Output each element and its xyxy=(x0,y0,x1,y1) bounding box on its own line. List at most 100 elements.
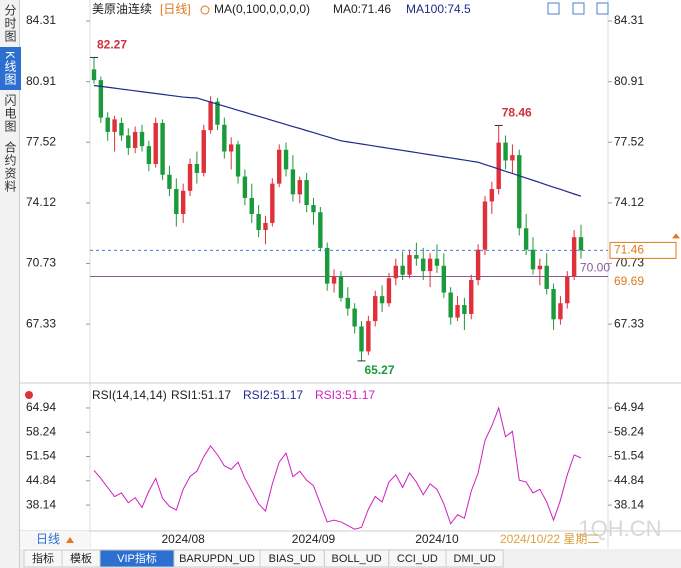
period-label: [日线] xyxy=(160,2,191,16)
y-tick-label: 64.94 xyxy=(614,400,644,414)
candle-body xyxy=(160,122,165,175)
y-tick-label: 38.14 xyxy=(26,497,56,511)
candle-body xyxy=(222,124,227,152)
extreme-label: 78.46 xyxy=(502,106,532,120)
y-tick-label: 74.12 xyxy=(26,195,56,209)
candle-body xyxy=(462,305,467,314)
extreme-label: 65.27 xyxy=(365,363,395,377)
period-arrow xyxy=(66,537,74,543)
candle-body xyxy=(105,117,110,132)
candle-body xyxy=(180,190,186,214)
candle-body xyxy=(242,176,248,198)
candle-body xyxy=(215,101,220,125)
toolbar-tab-label: DMI_UD xyxy=(454,553,496,565)
candle-body xyxy=(139,131,145,147)
candle-body xyxy=(146,146,152,165)
y-tick-label: 70.73 xyxy=(614,256,644,270)
ma-label: MA100:74.5 xyxy=(406,2,471,16)
y-tick-label: 67.33 xyxy=(26,316,56,330)
ma-label: MA0:71.46 xyxy=(333,2,391,16)
candle-body xyxy=(482,201,488,250)
y-tick-label: 70.73 xyxy=(26,256,56,270)
candle-body xyxy=(263,222,268,231)
y-tick-label: 51.54 xyxy=(26,449,56,463)
candle-body xyxy=(441,265,447,293)
legend-entry: RSI2:51.17 xyxy=(243,388,303,402)
last-price-arrow xyxy=(672,233,680,239)
candle-body xyxy=(338,276,344,298)
sidebar-tab[interactable]: 合约资料 xyxy=(3,141,17,194)
candle-body xyxy=(407,255,412,275)
candle-body xyxy=(503,142,508,161)
rsi-title: RSI(14,14,14) xyxy=(92,388,167,402)
zoom-button[interactable] xyxy=(547,2,560,15)
candle-body xyxy=(475,249,481,281)
candle-body xyxy=(297,180,302,195)
toolbar-tab-label: BARUPDN_UD xyxy=(179,553,255,565)
candle-body xyxy=(379,296,385,304)
candle-body xyxy=(393,265,399,279)
y-tick-label: 44.84 xyxy=(26,473,56,487)
candle-body xyxy=(427,258,433,272)
candle-body xyxy=(448,292,453,318)
candle-body xyxy=(489,189,495,202)
candle-body xyxy=(228,144,234,152)
y-tick-label: 77.52 xyxy=(614,134,644,148)
candle-body xyxy=(201,130,206,173)
toolbar-tab-label: VIP指标 xyxy=(117,551,157,565)
y-tick-label: 38.14 xyxy=(614,497,644,511)
y-tick-label: 84.31 xyxy=(26,13,56,27)
candle-body xyxy=(496,142,501,190)
candle-body xyxy=(249,197,254,214)
candle-body xyxy=(276,149,282,184)
zoom-button[interactable] xyxy=(572,2,585,15)
candle-body xyxy=(352,308,357,327)
candle-body xyxy=(544,265,549,289)
reference-label: 70.00 xyxy=(580,261,610,275)
candle-body xyxy=(119,122,124,136)
candle-body xyxy=(290,169,296,195)
chart-title: 美原油连续 xyxy=(92,1,152,16)
candle-body xyxy=(208,101,213,131)
candle-body xyxy=(366,321,371,352)
candle-body xyxy=(386,278,392,304)
toolbar-tab-label: BOLL_UD xyxy=(332,553,382,565)
candle-body xyxy=(517,155,522,229)
candle-body xyxy=(434,258,440,266)
rsi-icon[interactable] xyxy=(25,391,33,399)
y-tick-label: 80.91 xyxy=(614,74,644,88)
toolbar-tab-label: 模板 xyxy=(70,551,92,565)
y-tick-label: 64.94 xyxy=(26,400,56,414)
candle-body xyxy=(400,265,405,275)
candle-body xyxy=(91,69,97,81)
candle-body xyxy=(126,135,131,148)
sidebar-tab[interactable]: K线图 xyxy=(0,47,21,91)
toolbar-tab[interactable] xyxy=(445,549,504,568)
candle-body xyxy=(318,212,323,248)
candle-body xyxy=(311,205,316,213)
settings-icon[interactable] xyxy=(200,5,210,15)
period-button[interactable] xyxy=(20,531,90,548)
candle-body xyxy=(194,164,200,173)
sidebar: 分时图 K线图闪电图合约资料 xyxy=(0,0,21,568)
settlement-label: 69.69 xyxy=(614,274,644,288)
x-tick-label: 2024/10 xyxy=(415,532,459,546)
zoom-button[interactable] xyxy=(596,2,609,15)
candle-body xyxy=(469,280,474,314)
candle-body xyxy=(510,155,515,161)
x-tick-label: 2024/09 xyxy=(292,532,336,546)
toolbar-tab-label: BIAS_UD xyxy=(269,553,316,565)
y-tick-label: 44.84 xyxy=(614,473,644,487)
current-date: 2024/10/22 星期二 xyxy=(500,532,599,546)
sidebar-tab[interactable]: 闪电图 xyxy=(3,94,17,134)
toolbar-tab-label: 指标 xyxy=(32,551,54,565)
candle-body xyxy=(565,276,570,304)
sidebar-tab[interactable]: 分时图 xyxy=(3,4,17,43)
legend-entry: RSI3:51.17 xyxy=(315,388,375,402)
candle-body xyxy=(132,131,138,148)
x-tick-label: 2024/08 xyxy=(161,532,205,546)
y-tick-label: 77.52 xyxy=(26,134,56,148)
indicator-label: MA(0,100,0,0,0,0) xyxy=(214,2,310,16)
extreme-label: 82.27 xyxy=(97,38,127,52)
